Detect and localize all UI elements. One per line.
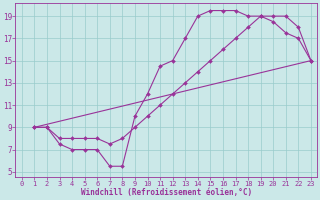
X-axis label: Windchill (Refroidissement éolien,°C): Windchill (Refroidissement éolien,°C) <box>81 188 252 197</box>
